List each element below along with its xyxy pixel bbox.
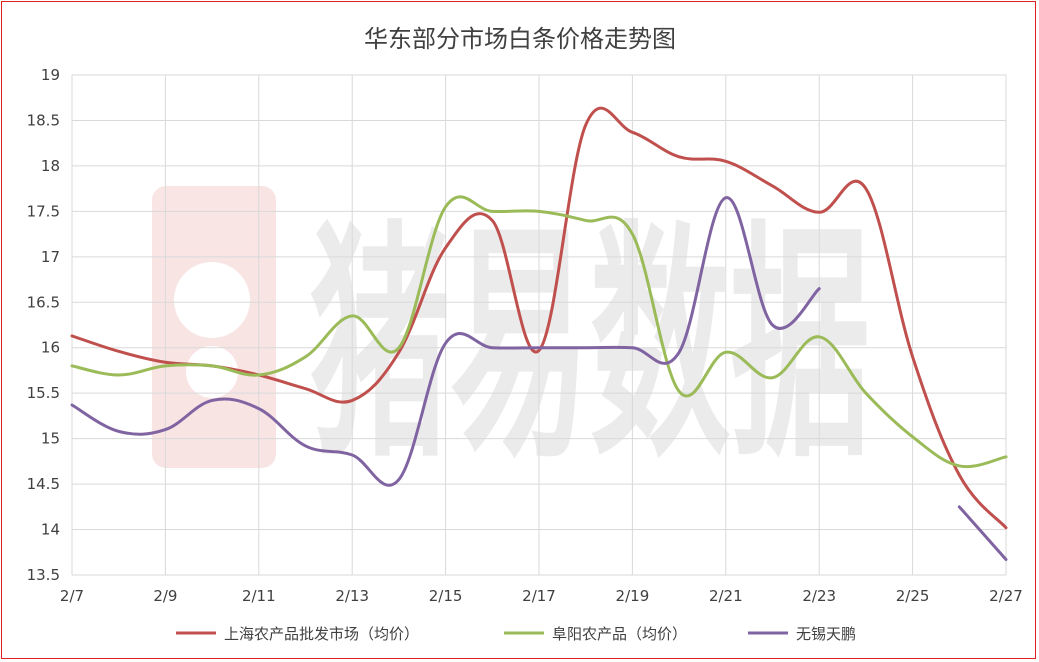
x-tick-label: 2/9 — [153, 587, 177, 605]
x-tick-label: 2/13 — [335, 587, 369, 605]
gridlines — [71, 74, 1007, 576]
legend-label: 无锡天鹏 — [796, 625, 856, 643]
series-path — [70, 196, 821, 487]
series-path — [957, 505, 1008, 562]
y-tick-label: 17 — [41, 248, 60, 266]
y-tick-label: 14.5 — [27, 475, 60, 493]
x-tick-label: 2/21 — [709, 587, 743, 605]
x-tick-label: 2/7 — [60, 587, 84, 605]
x-tick-label: 2/15 — [429, 587, 463, 605]
x-tick-label: 2/23 — [802, 587, 836, 605]
y-axis-ticks: 13.5 14 14.5 15 15.5 16 16.5 17 17.5 18 18.5 19 — [27, 66, 60, 584]
y-tick-label: 16 — [41, 339, 60, 357]
watermark-logo-circle — [174, 262, 250, 338]
y-tick-label: 19 — [41, 66, 60, 84]
x-axis-ticks: 2/7 2/9 2/11 2/13 2/15 2/17 2/19 2/21 2/23 2/25 2/… — [60, 587, 1023, 605]
series-line-2 — [70, 195, 1008, 469]
legend-label: 阜阳农产品（均价） — [552, 625, 687, 643]
watermark-text: 猪易数据 — [310, 200, 870, 491]
x-tick-label: 2/19 — [616, 587, 650, 605]
y-tick-label: 16.5 — [27, 293, 60, 311]
watermark-logo-circle-small — [186, 346, 238, 398]
y-tick-label: 15.5 — [27, 384, 60, 402]
legend-label: 上海农产品批发市场（均价） — [224, 625, 419, 643]
y-tick-label: 17.5 — [27, 202, 60, 220]
series-line-3 — [70, 196, 1008, 562]
series-lines — [70, 106, 1008, 562]
x-tick-label: 2/27 — [989, 587, 1023, 605]
legend: 上海农产品批发市场（均价） 阜阳农产品（均价） 无锡天鹏 — [176, 625, 856, 643]
y-tick-label: 15 — [41, 430, 60, 448]
x-tick-label: 2/11 — [242, 587, 276, 605]
y-tick-label: 14 — [41, 521, 60, 539]
series-path — [70, 195, 1008, 469]
watermark: 猪易数据 — [152, 186, 870, 491]
y-tick-label: 18.5 — [27, 111, 60, 129]
x-tick-label: 2/17 — [522, 587, 556, 605]
x-tick-label: 2/25 — [896, 587, 930, 605]
y-tick-label: 18 — [41, 157, 60, 175]
y-tick-label: 13.5 — [27, 566, 60, 584]
chart-title: 华东部分市场白条价格走势图 — [364, 25, 676, 53]
